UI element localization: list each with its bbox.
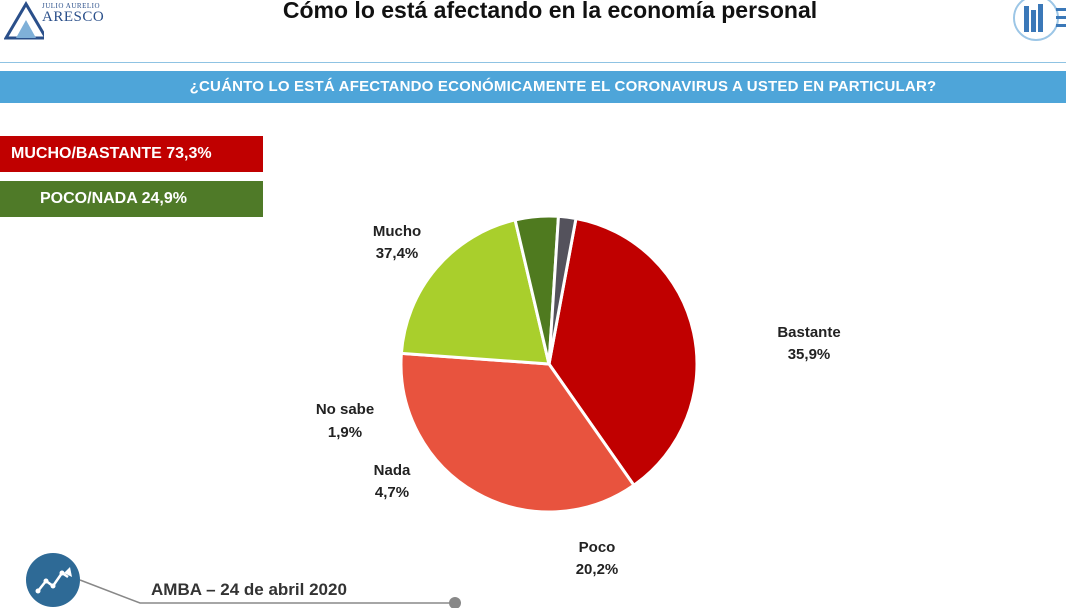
logo-main-text: ARESCO: [42, 9, 105, 25]
pie-labels: Mucho 37,4% Bastante 35,9% Poco 20,2% Nada 4,7%…: [316, 223, 841, 578]
slice-label-bastante: Bastante: [777, 324, 840, 341]
slice-value-no-sabe: 1,9%: [328, 424, 362, 441]
logo-triangle-icon: [3, 1, 49, 40]
slice-value-poco: 20,2%: [576, 561, 619, 578]
slice-label-no-sabe: No sabe: [316, 401, 374, 418]
partner-logo: [1010, 0, 1066, 42]
trend-icon: [26, 553, 80, 607]
partner-logo-icon: [1013, 0, 1066, 41]
aresco-logo: JULIO AURELIO ARESCO: [3, 0, 114, 40]
pie-slice-mucho: [547, 216, 699, 488]
header-divider: [0, 62, 1066, 63]
logo-small-text: JULIO AURELIO: [42, 2, 101, 10]
pie-slice-bastante: [399, 351, 636, 514]
slice-label-poco: Poco: [579, 539, 616, 556]
slice-label-nada: Nada: [374, 462, 411, 479]
page-title: Cómo lo está afectando en la economía pe…: [282, 0, 818, 23]
summary-high-badge: MUCHO/BASTANTE 73,3%: [0, 136, 263, 172]
slice-value-nada: 4,7%: [375, 484, 409, 501]
pie-slice-poco: [399, 218, 551, 366]
slice-value-bastante: 35,9%: [788, 346, 831, 363]
footer-dot: [449, 597, 461, 608]
footer-label: AMBA – 24 de abril 2020: [151, 580, 347, 599]
question-banner: ¿CUÁNTO LO ESTÁ AFECTANDO ECONÓMICAMENTE…: [0, 71, 1066, 103]
pie-slices: [399, 214, 699, 514]
slice-value-mucho: 37,4%: [376, 245, 419, 262]
pie-slice-no-sabe: [547, 214, 578, 365]
summary-low-badge: POCO/NADA 24,9%: [0, 181, 263, 217]
slice-label-mucho: Mucho: [373, 223, 421, 240]
